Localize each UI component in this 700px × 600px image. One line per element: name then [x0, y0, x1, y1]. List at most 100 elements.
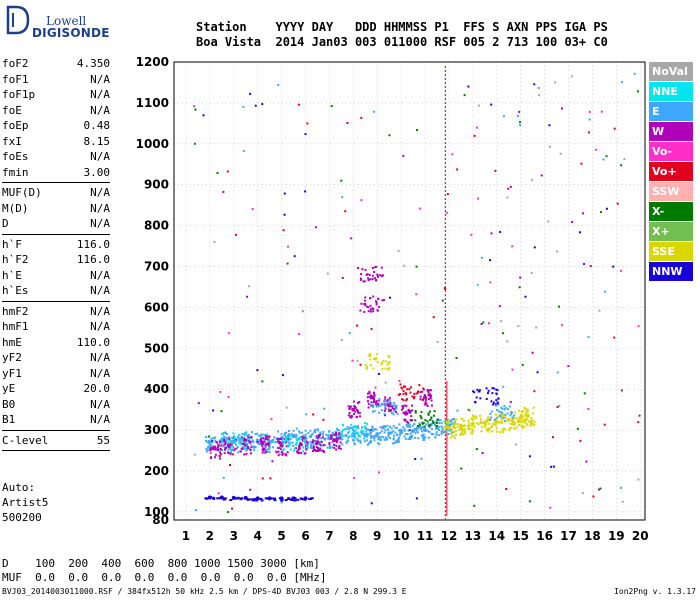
- echo-point-e: [447, 433, 450, 436]
- echo-point-sse: [464, 430, 467, 433]
- echo-point-w: [349, 407, 352, 410]
- echo-cluster-point: [477, 390, 480, 393]
- echo-point-w: [261, 445, 264, 448]
- echo-point-e: [268, 447, 271, 450]
- echo-cluster-point: [373, 410, 376, 413]
- echo-point-e: [438, 425, 441, 428]
- echo-cluster-point: [376, 273, 379, 276]
- echo-point-e: [432, 433, 435, 436]
- echo-anchor-w: [315, 440, 320, 445]
- echo-cluster-point: [375, 279, 378, 282]
- noise-point: [256, 369, 259, 372]
- echo-cluster-point: [295, 441, 298, 444]
- noise-point: [613, 127, 616, 130]
- noise-point: [350, 237, 353, 240]
- echo-point-e: [272, 446, 275, 449]
- echo-point-e: [407, 438, 410, 441]
- echo-point-e: [375, 435, 378, 438]
- echo-cluster-point: [384, 402, 387, 405]
- echo-cluster-point: [392, 401, 395, 404]
- echo-cluster-point: [411, 395, 414, 398]
- echo-point-sse: [531, 419, 534, 422]
- noise-point: [460, 467, 463, 470]
- echo-point-e: [424, 423, 427, 426]
- echo-point-w: [409, 419, 412, 422]
- noise-point: [193, 453, 196, 456]
- echo-cluster-point: [387, 362, 390, 365]
- echo-point-e: [440, 425, 443, 428]
- echo-point-e: [336, 427, 339, 430]
- echo-point-w: [367, 402, 370, 405]
- echo-point-w: [354, 407, 357, 410]
- x-tick-label: 20: [632, 529, 649, 543]
- echo-cluster-point: [417, 390, 420, 393]
- echo-point-e: [236, 445, 239, 448]
- noise-point: [481, 452, 484, 455]
- echo-cluster-point: [294, 444, 297, 447]
- param-name: yE: [2, 382, 16, 395]
- echo-point-e: [369, 434, 372, 437]
- echo-cluster-point: [388, 367, 391, 370]
- echo-point-e: [253, 449, 256, 452]
- param-name: hmE: [2, 335, 22, 349]
- echo-point-e: [224, 439, 227, 442]
- echo-point-nnw: [308, 497, 312, 500]
- echo-cluster-point: [293, 449, 296, 452]
- noise-point: [249, 488, 252, 491]
- echo-point-e: [331, 446, 334, 449]
- echo-point-e: [421, 430, 424, 433]
- param-value: N/A: [90, 268, 110, 282]
- echo-point-sse: [513, 411, 516, 414]
- echo-point-w: [427, 390, 430, 393]
- echo-point-e: [341, 443, 344, 446]
- echo-cluster-point: [245, 442, 248, 445]
- echo-cluster-point: [231, 441, 234, 444]
- echo-point-w: [348, 411, 351, 414]
- noise-point: [468, 409, 471, 412]
- legend-item-e: E: [649, 102, 693, 121]
- echo-point-w: [275, 451, 278, 454]
- param-name: C-level: [2, 433, 49, 447]
- echo-cluster-point: [479, 397, 482, 400]
- echo-anchor-e: [291, 434, 296, 439]
- echo-point-sse: [460, 432, 463, 435]
- echo-point-w: [223, 440, 226, 443]
- noise-point: [540, 174, 543, 177]
- echo-point-e: [422, 425, 425, 428]
- echo-point-w: [395, 410, 398, 413]
- echo-point-nnw: [260, 499, 264, 502]
- echo-cluster-point: [372, 295, 375, 298]
- echo-point-e: [384, 429, 387, 432]
- y-tick-label: 100: [144, 505, 169, 519]
- echo-cluster-point: [392, 413, 395, 416]
- echo-cluster-point: [492, 401, 495, 404]
- echo-point-e: [229, 450, 232, 453]
- param-value: N/A: [90, 366, 110, 380]
- echo-point-w: [247, 445, 250, 448]
- noise-point: [531, 351, 534, 354]
- echo-cluster-point: [420, 411, 423, 414]
- echo-point-w: [264, 438, 267, 441]
- echo-point-e: [408, 426, 411, 429]
- echo-point-sse: [520, 410, 523, 413]
- noise-point: [226, 170, 229, 173]
- echo-point-sse: [458, 428, 461, 431]
- echo-point-w: [263, 447, 266, 450]
- echo-point-nnw: [229, 499, 233, 502]
- noise-point: [403, 264, 406, 267]
- echo-point-w: [400, 408, 403, 411]
- echo-point-e: [322, 430, 325, 433]
- echo-point-e: [295, 434, 298, 437]
- echo-point-e: [275, 441, 278, 444]
- echo-point-sse: [510, 423, 513, 426]
- echo-point-e: [272, 438, 275, 441]
- echo-point-e: [428, 431, 431, 434]
- noise-point: [229, 464, 232, 467]
- noise-point: [636, 90, 639, 93]
- echo-point-w: [303, 452, 306, 455]
- param-value: N/A: [90, 284, 110, 297]
- echo-point-sse: [485, 419, 488, 422]
- echo-cluster-point: [357, 433, 360, 436]
- echo-point-w: [218, 457, 221, 460]
- echo-point-w: [219, 448, 222, 451]
